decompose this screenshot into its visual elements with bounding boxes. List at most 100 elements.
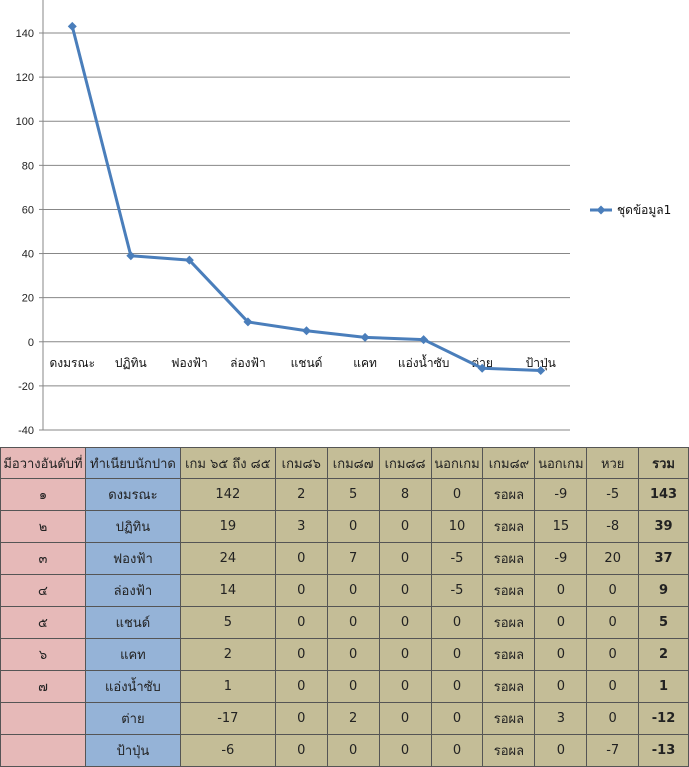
y-tick-label: 60 [22, 204, 34, 216]
table-cell: 0 [326, 510, 380, 543]
table-cell: ๒ [0, 510, 86, 543]
table-cell: แคท [84, 638, 181, 671]
table-cell: -6 [179, 734, 276, 767]
table-cell: 0 [274, 702, 328, 735]
table-cell: -7 [586, 734, 640, 767]
table-cell: ๕ [0, 606, 86, 639]
table-cell: -5 [586, 478, 640, 511]
table-cell: -17 [179, 702, 276, 735]
table-cell: 0 [430, 670, 484, 703]
table-row: ๗แอ่งน้ำซับ 1 0 0 0 0 รอผล 0 0 1 [0, 670, 689, 703]
table-cell: 0 [534, 574, 588, 607]
table-cell: 15 [534, 510, 588, 543]
table-cell: 0 [378, 574, 432, 607]
column-header: เกม ๖๕ ถึง ๘๕ [179, 447, 276, 479]
table-cell: 143 [638, 478, 689, 511]
table-row: ๒ปฏิทิน 19 3 0 0 10 รอผล 15 -8 39 [0, 510, 689, 543]
column-header: นอกเกม [534, 447, 588, 479]
legend-marker [596, 205, 606, 215]
table-cell: 5 [179, 606, 276, 639]
table-cell: รอผล [482, 478, 536, 511]
table-cell: 7 [326, 542, 380, 575]
x-tick-label: ฟองฟ้า [171, 356, 208, 370]
data-point [536, 365, 546, 375]
table-cell: ๔ [0, 574, 86, 607]
line-chart: 140 120 100 80 60 40 20 0 -20 -40 ดงมรณะ ปฏิทิน ฟองฟ… [16, 0, 671, 437]
x-tick-label: แคท [353, 356, 377, 370]
data-point [67, 21, 77, 31]
table-cell: 0 [586, 670, 640, 703]
table-cell: -5 [430, 574, 484, 607]
table-cell: 0 [586, 702, 640, 735]
table-cell: ๗ [0, 670, 86, 703]
table-row: ๕แชนด์ 5 0 0 0 0 รอผล 0 0 5 [0, 606, 689, 639]
table-cell: 24 [179, 542, 276, 575]
table-cell: 0 [430, 734, 484, 767]
column-header: รวม [638, 447, 689, 479]
data-point [360, 332, 370, 342]
table-cell: 39 [638, 510, 689, 543]
table-header-row: มีอวางอันดับที่ ทำเนียบนักปาด เกม ๖๕ ถึง ๘… [0, 447, 689, 479]
table-cell: 2 [326, 702, 380, 735]
column-header: ทำเนียบนักปาด [84, 447, 181, 479]
y-tick-label: 120 [16, 72, 34, 84]
table-cell: 0 [378, 734, 432, 767]
table-cell: แอ่งน้ำซับ [84, 670, 181, 703]
column-header: เกม๘๗ [326, 447, 380, 479]
data-point [419, 335, 429, 345]
ranking-table: มีอวางอันดับที่ ทำเนียบนักปาด เกม ๖๕ ถึง ๘… [0, 447, 689, 767]
table-cell: 5 [326, 478, 380, 511]
table-cell: 14 [179, 574, 276, 607]
table-cell: -9 [534, 478, 588, 511]
y-tick-label: 40 [22, 249, 34, 261]
table-cell: 0 [274, 606, 328, 639]
table-cell: 0 [274, 542, 328, 575]
table-cell: 0 [534, 606, 588, 639]
table-row: ๑ดงมรณะ 142 2 5 8 0 รอผล -9 -5 143 [0, 478, 689, 511]
data-point [126, 251, 136, 261]
table-cell: 0 [430, 606, 484, 639]
table-cell: 3 [274, 510, 328, 543]
y-tick-label: 20 [22, 293, 34, 305]
table-row: ๓ฟองฟ้า 24 0 7 0 -5 รอผล -9 20 37 [0, 542, 689, 575]
table-row: ป้าปุ่น -6 0 0 0 0 รอผล 0 -7 -13 [0, 734, 689, 767]
table-cell: -13 [638, 734, 689, 767]
table-cell: -8 [586, 510, 640, 543]
table-cell [0, 702, 86, 735]
table-cell: 0 [274, 734, 328, 767]
table-cell: 0 [378, 702, 432, 735]
table-cell [0, 734, 86, 767]
table-cell: รอผล [482, 606, 536, 639]
x-tick-label: ปฏิทิน [115, 356, 147, 370]
table-cell: 0 [326, 670, 380, 703]
table-cell: ดงมรณะ [84, 478, 181, 511]
table-cell: -9 [534, 542, 588, 575]
x-tick-label: แอ่งน้ำซับ [398, 354, 450, 370]
y-tick-label: 80 [22, 160, 34, 172]
table-cell: 142 [179, 478, 276, 511]
table-cell: ๑ [0, 478, 86, 511]
table-cell: ๖ [0, 638, 86, 671]
table-cell: 0 [378, 638, 432, 671]
series-line [70, 26, 541, 372]
table-cell: 37 [638, 542, 689, 575]
table-cell: 0 [378, 670, 432, 703]
table-row: ๖แคท 2 0 0 0 0 รอผล 0 0 2 [0, 638, 689, 671]
table-cell: 0 [430, 638, 484, 671]
y-tick-label: -20 [18, 381, 34, 393]
table-cell: 0 [534, 638, 588, 671]
table-cell: 19 [179, 510, 276, 543]
table-cell: 3 [534, 702, 588, 735]
legend-label: ชุดข้อมูล1 [617, 203, 671, 218]
x-tick-label: ล่องฟ้า [230, 356, 266, 370]
table-cell: 0 [326, 638, 380, 671]
y-tick-label: 140 [16, 28, 34, 40]
column-header: เกม๘๘ [378, 447, 432, 479]
table-cell: ๓ [0, 542, 86, 575]
table-cell: 0 [430, 478, 484, 511]
table-cell: ต่าย [84, 702, 181, 735]
table-cell: รอผล [482, 638, 536, 671]
data-point [477, 363, 487, 373]
table-cell: 1 [638, 670, 689, 703]
table-cell: 0 [326, 574, 380, 607]
